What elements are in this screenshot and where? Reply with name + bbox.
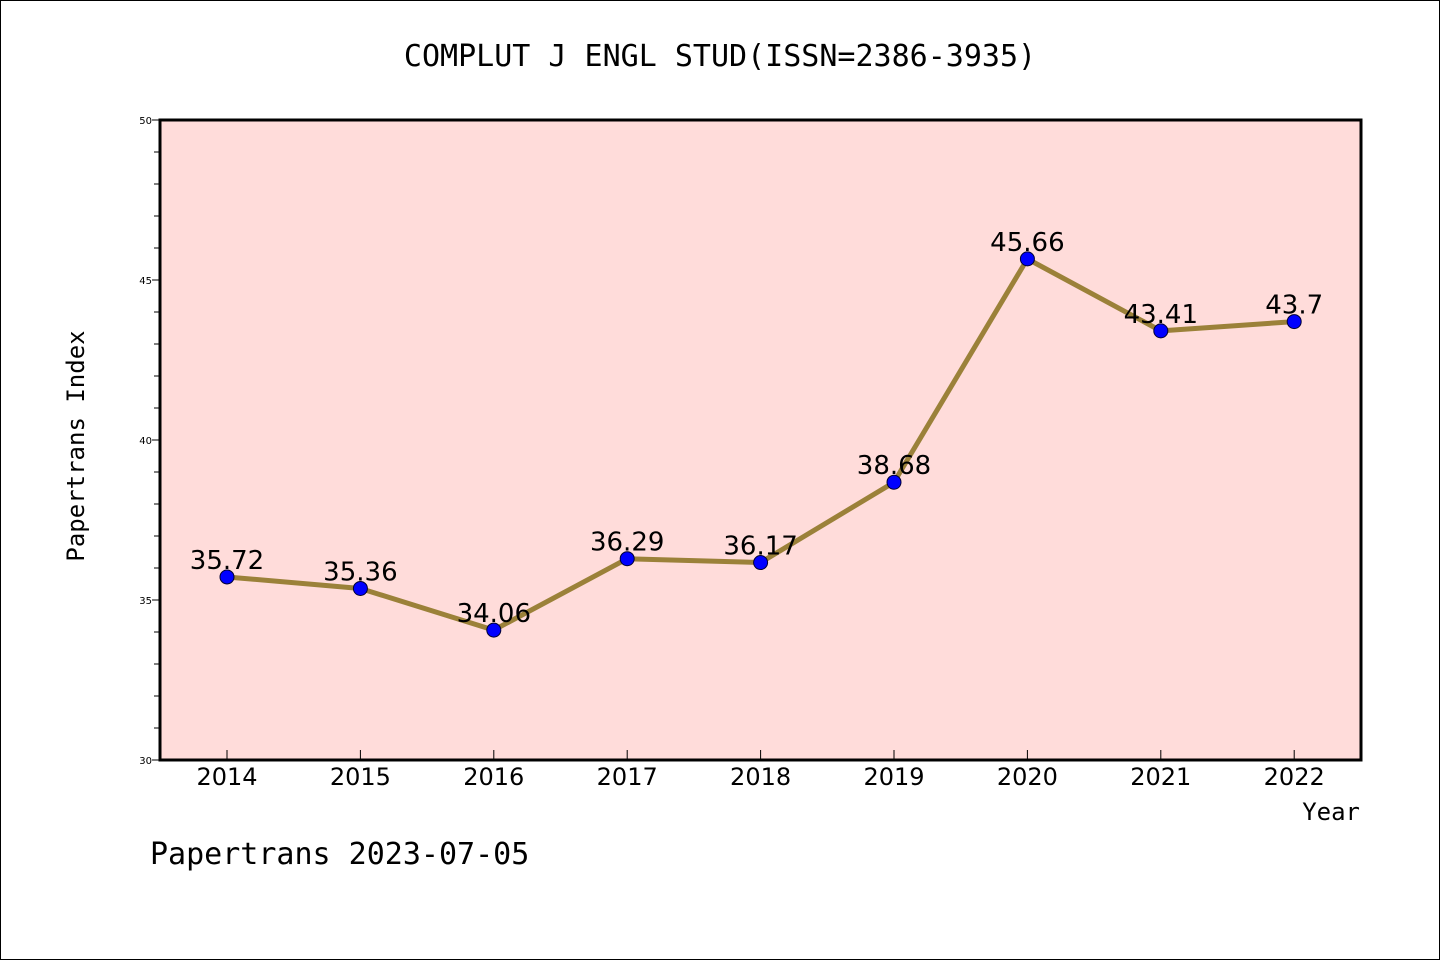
x-axis: 2014 2015 2016 2017 2018 2019 2020 2021 2022 (196, 750, 1325, 791)
y-tick-label: 35 (139, 596, 152, 607)
footer-text: Papertrans 2023-07-05 (150, 837, 529, 872)
data-point (753, 555, 769, 571)
y-tick-label: 40 (139, 436, 152, 447)
plot-border (158, 118, 1363, 762)
x-tick-label: 2021 (1130, 763, 1191, 791)
chart-title: COMPLUT J ENGL STUD(ISSN=2386-3935) (404, 39, 1036, 74)
data-point (886, 474, 902, 490)
y-tick-label: 50 (139, 116, 152, 127)
data-point (486, 622, 502, 638)
x-tick-label: 2018 (730, 763, 791, 791)
data-point (1019, 251, 1035, 267)
x-tick-label: 2015 (330, 763, 391, 791)
x-tick-label: 2014 (196, 763, 257, 791)
x-tick-label: 2019 (863, 763, 924, 791)
data-point (1286, 314, 1302, 330)
plot-area (160, 120, 1361, 760)
y-tick-label: 45 (139, 276, 152, 287)
data-point (219, 569, 235, 585)
data-point (352, 580, 368, 596)
y-axis-label: Papertrans Index (62, 330, 90, 561)
data-point (619, 551, 635, 567)
data-point (1153, 323, 1169, 339)
x-tick-label: 2022 (1264, 763, 1325, 791)
x-tick-label: 2016 (463, 763, 524, 791)
y-axis: 30 35 40 45 50 (139, 116, 160, 767)
x-tick-label: 2020 (997, 763, 1058, 791)
x-tick-label: 2017 (597, 763, 658, 791)
y-tick-label: 30 (139, 756, 152, 767)
x-axis-label: Year (1302, 798, 1360, 826)
